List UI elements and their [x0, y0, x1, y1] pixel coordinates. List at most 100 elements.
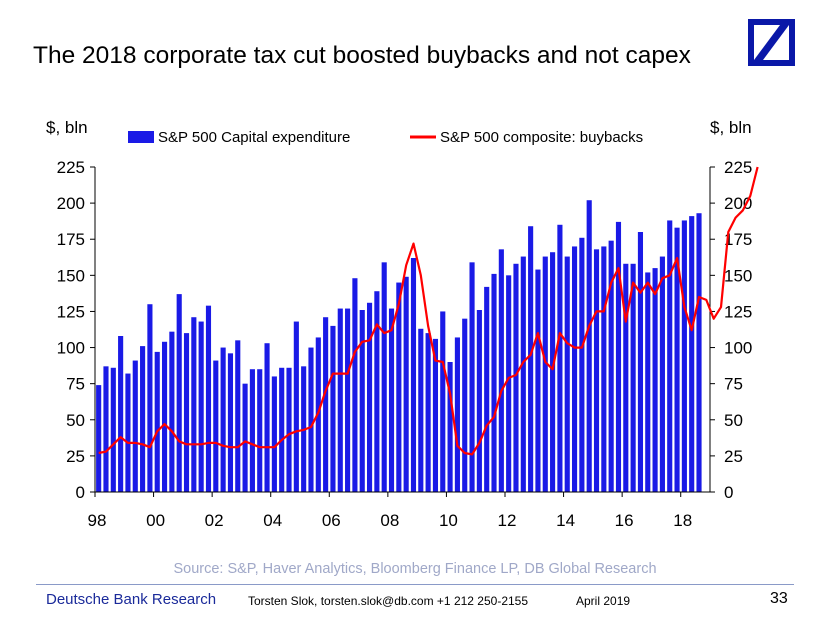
capex-bar: [476, 310, 482, 492]
right-tick-label: 50: [724, 411, 743, 430]
right-tick-label: 150: [724, 266, 752, 285]
capex-bar: [564, 256, 570, 492]
capex-bar: [191, 317, 197, 492]
capex-bar: [520, 256, 526, 492]
legend-label-capex: S&P 500 Capital expenditure: [158, 129, 350, 146]
capex-bar: [271, 376, 277, 492]
capex-bar: [681, 220, 687, 492]
x-tick-label: 16: [615, 511, 634, 530]
capex-bar: [418, 328, 424, 492]
capex-bar: [601, 246, 607, 492]
source-note: Source: S&P, Haver Analytics, Bloomberg …: [173, 561, 657, 577]
right-tick-label: 0: [724, 483, 733, 502]
x-axis: 98 00 02 04 06 08 10 12 14 16 18: [88, 491, 710, 530]
x-tick-label: 04: [263, 511, 282, 530]
capex-bar: [264, 343, 270, 492]
left-tick-label: 75: [66, 375, 85, 394]
left-tick-label: 50: [66, 411, 85, 430]
capex-bar: [366, 302, 373, 492]
capex-bar: [491, 273, 497, 492]
capex-bar: [169, 331, 175, 492]
capex-bar: [659, 256, 665, 492]
right-tick-label: 75: [724, 375, 743, 394]
capex-bar: [440, 311, 446, 492]
capex-bar: [220, 347, 226, 492]
capex-bar: [498, 249, 504, 492]
capex-bar: [183, 333, 190, 492]
capex-bar: [337, 308, 343, 492]
capex-bar: [667, 220, 673, 492]
capex-bar: [593, 249, 600, 492]
footer-brand: Deutsche Bank Research: [46, 591, 217, 608]
right-tick-label: 125: [724, 302, 752, 321]
capex-bar: [323, 317, 329, 492]
capex-bar: [579, 237, 585, 492]
right-tick-label: 200: [724, 194, 752, 213]
capex-bar: [571, 246, 578, 492]
capex-bar: [235, 340, 241, 492]
x-tick-label: 12: [498, 511, 517, 530]
capex-bar: [447, 362, 453, 492]
capex-bar: [484, 286, 490, 492]
right-unit-label: $, bln: [710, 118, 752, 137]
capex-bar: [557, 224, 563, 492]
capex-bar: [213, 360, 219, 492]
capex-bar: [513, 263, 519, 492]
left-tick-label: 0: [76, 483, 85, 502]
left-tick-label: 125: [57, 302, 85, 321]
capex-bar: [110, 367, 116, 492]
right-tick-label: 100: [724, 339, 752, 358]
legend-label-buybacks: S&P 500 composite: buybacks: [440, 129, 643, 146]
capex-bars: [96, 200, 702, 492]
page-number: 33: [770, 590, 788, 607]
capex-bar: [359, 310, 365, 492]
capex-bar: [396, 282, 402, 492]
capex-bar: [432, 338, 439, 492]
chart-title: The 2018 corporate tax cut boosted buyba…: [33, 42, 691, 69]
x-tick-label: 02: [205, 511, 224, 530]
capex-bar: [674, 227, 680, 492]
capex-bar: [462, 318, 468, 492]
capex-bar: [352, 278, 358, 492]
capex-bar: [176, 294, 182, 492]
capex-bar: [374, 291, 380, 492]
capex-bar: [637, 232, 644, 492]
capex-bar: [96, 385, 102, 492]
footer-date: April 2019: [576, 594, 631, 608]
capex-bar: [630, 263, 636, 492]
capex-bar: [132, 360, 138, 492]
capex-bar: [652, 268, 658, 492]
capex-bar: [535, 269, 541, 492]
deutsche-bank-logo: [748, 19, 795, 66]
capex-bar: [381, 262, 387, 492]
right-y-axis: 0 25 50 75 100 125 150 175 200 225: [709, 158, 752, 502]
buybacks-series-line: [98, 166, 759, 456]
x-tick-label: 14: [556, 511, 575, 530]
right-tick-label: 175: [724, 230, 752, 249]
x-tick-label: 06: [322, 511, 341, 530]
capex-bar: [118, 336, 124, 492]
left-tick-label: 25: [66, 447, 85, 466]
left-unit-label: $, bln: [46, 118, 88, 137]
capex-bar: [608, 240, 614, 492]
capex-bar: [257, 369, 263, 492]
left-tick-label: 100: [57, 339, 85, 358]
right-tick-label: 225: [724, 158, 752, 177]
capex-bar: [125, 373, 131, 492]
logo-slash-icon: [754, 25, 789, 60]
capex-bar: [279, 367, 285, 492]
left-tick-label: 175: [57, 230, 85, 249]
capex-bar: [542, 256, 548, 492]
capex-bar: [586, 200, 592, 492]
capex-bar: [140, 346, 146, 492]
x-tick-label: 00: [146, 511, 165, 530]
left-tick-label: 200: [57, 194, 85, 213]
capex-bar: [550, 252, 556, 492]
left-y-axis: 0 25 50 75 100 125 150 175 200 225: [57, 158, 96, 502]
capex-bar: [388, 308, 395, 492]
capex-bar: [403, 276, 409, 492]
legend: S&P 500 Capital expenditure S&P 500 comp…: [128, 129, 643, 146]
x-tick-label: 10: [439, 511, 458, 530]
capex-bar: [103, 366, 109, 492]
capex-bar: [454, 337, 460, 492]
